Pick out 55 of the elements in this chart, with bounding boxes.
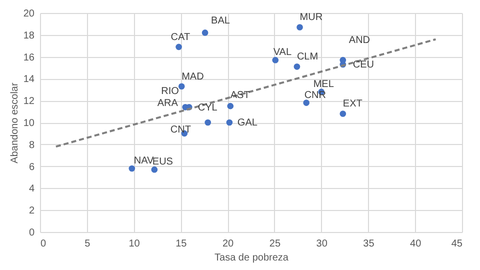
annotation: NAV xyxy=(134,155,154,166)
point xyxy=(296,24,303,30)
annotation: BAL xyxy=(211,16,230,27)
y-tick-label: 18 xyxy=(23,30,35,42)
annotation: ARA xyxy=(157,98,178,110)
annotation: CNR xyxy=(304,90,326,101)
point xyxy=(303,100,310,106)
y-tick-label: 2 xyxy=(28,206,35,217)
y-tick-label: 6 xyxy=(28,162,35,173)
y-tick-label: 16 xyxy=(23,52,35,64)
y-tick-label: 0 xyxy=(28,228,35,238)
x-tick-label: 0 xyxy=(40,238,46,250)
annotation: MAD xyxy=(182,71,204,82)
y-tick-label: 20 xyxy=(23,8,35,20)
annotation: VAL xyxy=(273,47,292,58)
point xyxy=(226,119,233,126)
point xyxy=(272,56,279,64)
point xyxy=(294,64,300,70)
x-tick-label: 5 xyxy=(84,238,91,250)
point xyxy=(151,166,158,173)
y-tick-label: 12 xyxy=(23,96,35,108)
point xyxy=(340,110,346,117)
point xyxy=(227,102,234,110)
x-tick-label: 45 xyxy=(451,238,463,250)
annotation: GAL xyxy=(237,118,258,128)
x-tick-label: 40 xyxy=(410,238,422,250)
annotation: AND xyxy=(348,35,370,46)
annotation: MUR xyxy=(300,12,323,24)
annotation: CLM xyxy=(296,52,318,63)
point xyxy=(204,119,212,126)
point xyxy=(202,30,208,36)
annotation: MEL xyxy=(313,78,334,90)
annotation: RIO xyxy=(161,86,180,98)
annotation: AST xyxy=(230,90,250,102)
y-tick-label: 8 xyxy=(28,140,35,151)
annotation: CYL xyxy=(198,102,218,114)
x-axis-title: Tasa de pobreza xyxy=(214,252,289,264)
x-tick-label: 25 xyxy=(269,238,281,250)
x-tick-label: 30 xyxy=(316,238,328,250)
y-tick-label: 14 xyxy=(23,74,35,86)
y-tick-label: 10 xyxy=(23,118,35,129)
annotation: CAT xyxy=(170,32,190,43)
y-axis-title: Abandono escolar xyxy=(9,82,20,164)
x-tick-label: 35 xyxy=(363,238,375,250)
annotation: CEU xyxy=(352,59,374,70)
point xyxy=(178,83,185,90)
point xyxy=(176,44,182,50)
annotation: EXT xyxy=(342,98,362,110)
x-tick-label: 20 xyxy=(222,238,234,250)
annotation: CNT xyxy=(170,124,191,136)
annotation: EUS xyxy=(152,156,174,168)
y-tick-label: 4 xyxy=(28,184,35,195)
x-tick-label: 15 xyxy=(176,238,188,250)
x-tick-label: 10 xyxy=(128,238,140,250)
point xyxy=(128,165,136,172)
